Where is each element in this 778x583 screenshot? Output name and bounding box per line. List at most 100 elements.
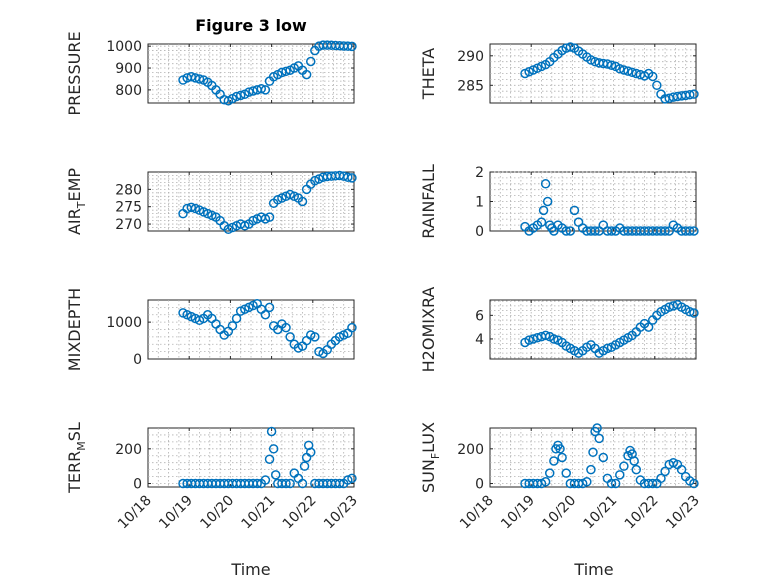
data-point xyxy=(647,478,658,489)
x-axis-label-right: Time xyxy=(573,560,613,579)
data-point xyxy=(565,42,576,52)
data-point xyxy=(652,80,662,91)
data-point xyxy=(343,172,353,182)
data-point xyxy=(685,89,695,100)
data-point xyxy=(248,86,258,96)
data-point xyxy=(190,73,201,83)
data-point xyxy=(689,478,699,489)
data-point xyxy=(631,464,642,475)
data-point xyxy=(643,322,654,332)
data-point xyxy=(347,322,357,333)
data-point xyxy=(194,74,205,84)
y-tick-label: 0 xyxy=(475,224,484,240)
data-point xyxy=(256,84,267,94)
data-point xyxy=(685,226,695,236)
data-point xyxy=(582,477,592,487)
data-point xyxy=(606,226,617,236)
y-tick-label: 0 xyxy=(133,352,142,368)
data-point xyxy=(569,205,580,216)
data-point xyxy=(689,89,699,99)
data-point xyxy=(305,56,316,67)
data-point xyxy=(227,321,238,331)
y-tick-label: 0 xyxy=(475,477,484,493)
data-point xyxy=(264,212,275,222)
y-axis-label-1: THETA xyxy=(419,48,438,100)
data-point xyxy=(631,68,642,79)
data-point xyxy=(685,307,695,317)
data-point xyxy=(260,85,271,95)
y-tick-label: 1000 xyxy=(106,315,142,331)
y-axis-label-7: SUNFLUX xyxy=(419,422,442,493)
data-point xyxy=(285,478,295,489)
data-point xyxy=(555,444,565,454)
y-tick-label: 0 xyxy=(133,477,142,493)
subplot-h2omixra: 4 6 H2OMIXRA xyxy=(419,287,699,373)
data-point xyxy=(260,310,271,320)
data-point xyxy=(297,196,308,207)
data-point xyxy=(592,423,602,433)
data-point xyxy=(540,179,551,189)
data-point xyxy=(660,226,670,236)
y-tick-label: 1000 xyxy=(106,39,142,55)
data-point xyxy=(561,226,571,236)
data-point xyxy=(186,72,197,82)
data-point xyxy=(544,468,555,478)
y-axis-label-0: PRESSURE xyxy=(65,31,84,115)
data-point xyxy=(565,226,576,236)
subplot-mixdepth: 0 1000 MIXDEPTH xyxy=(65,288,357,371)
y-tick-label: 4 xyxy=(475,332,484,348)
data-point xyxy=(268,444,279,454)
subplot-rainfall: 0 1 2 RAINFALL xyxy=(419,164,699,240)
y-tick-label: 2 xyxy=(475,165,484,181)
y-axis-label-4: MIXDEPTH xyxy=(65,288,84,371)
data-point xyxy=(676,464,687,475)
data-point xyxy=(281,478,291,489)
y-axis-label-5: H2OMIXRA xyxy=(419,287,438,373)
data-point xyxy=(301,69,312,80)
data-point xyxy=(538,205,549,216)
data-point xyxy=(266,426,277,437)
y-axis-label-2: AIRTEMP xyxy=(65,168,88,235)
data-point xyxy=(615,64,625,74)
data-point xyxy=(629,456,639,466)
data-point xyxy=(557,452,567,463)
data-point xyxy=(270,470,281,480)
y-tick-label: 1 xyxy=(475,195,484,211)
y-tick-label: 200 xyxy=(115,442,142,458)
data-point xyxy=(524,335,534,345)
y-tick-label: 800 xyxy=(115,83,142,99)
data-point xyxy=(540,477,551,487)
x-axis-label-left: Time xyxy=(230,560,270,579)
data-point xyxy=(689,226,699,236)
data-point xyxy=(660,466,670,477)
y-axis-label-3: RAINFALL xyxy=(419,164,438,239)
y-tick-label: 285 xyxy=(457,78,484,94)
data-point xyxy=(347,473,357,484)
data-point xyxy=(588,447,598,458)
data-point xyxy=(235,90,246,101)
data-point xyxy=(619,65,629,75)
data-point xyxy=(602,59,613,69)
data-point xyxy=(656,473,666,484)
data-point xyxy=(549,456,559,466)
data-point xyxy=(594,433,604,444)
data-point xyxy=(231,91,242,102)
data-point xyxy=(664,302,674,312)
data-point xyxy=(623,66,633,76)
data-point xyxy=(285,332,295,342)
data-point xyxy=(297,478,308,489)
y-tick-label: 280 xyxy=(115,182,142,198)
data-point xyxy=(528,334,539,344)
y-tick-label: 900 xyxy=(115,61,142,77)
data-point xyxy=(536,217,547,227)
data-point xyxy=(252,478,262,489)
data-point xyxy=(347,173,357,183)
data-point xyxy=(561,468,571,478)
data-point xyxy=(606,478,617,489)
data-point xyxy=(549,334,559,344)
data-point xyxy=(264,302,275,313)
y-axis-label-6: TERRMSL xyxy=(65,422,88,494)
data-point xyxy=(347,41,357,52)
